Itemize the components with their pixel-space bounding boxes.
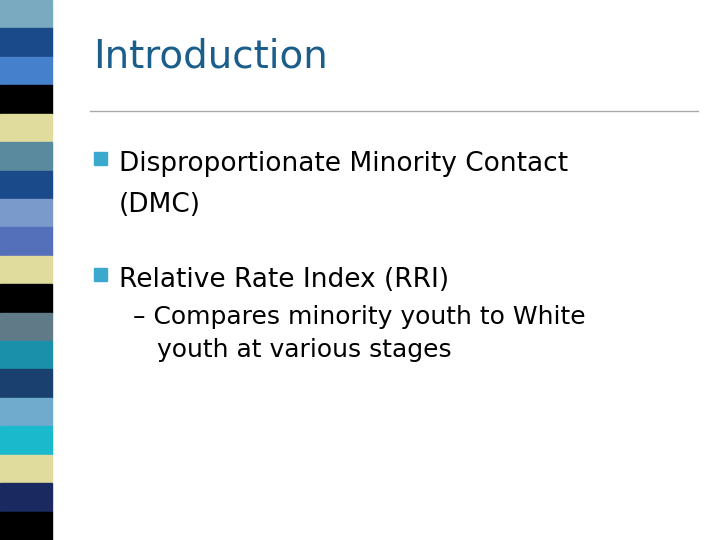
Text: youth at various stages: youth at various stages [133,338,452,361]
Text: Introduction: Introduction [94,38,328,76]
Text: – Compares minority youth to White: – Compares minority youth to White [133,305,586,329]
Text: (DMC): (DMC) [119,192,201,218]
Text: Disproportionate Minority Contact: Disproportionate Minority Contact [119,151,568,177]
Text: Relative Rate Index (RRI): Relative Rate Index (RRI) [119,267,449,293]
